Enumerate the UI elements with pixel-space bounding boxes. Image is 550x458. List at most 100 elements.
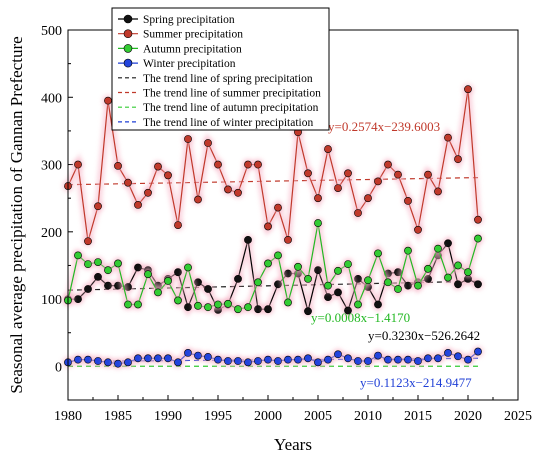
trend-equation-label: y=0.3230x−526.2642 [368,328,480,343]
tick-layer: 1980 1985 1990 1995 2000 2005 2010 2015 2020 2025… [41,24,532,424]
y-tick-label: 300 [41,159,62,174]
legend-label: Winter precipitation [143,58,236,70]
data-point [314,194,322,203]
x-tick-label: 1995 [204,409,232,424]
data-point [284,355,292,364]
data-point [364,194,372,203]
data-point [254,160,262,169]
data-point [444,273,452,282]
data-point [374,351,382,360]
data-point [254,278,262,287]
data-point [114,161,122,170]
data-point [474,347,482,356]
data-point [474,280,482,289]
data-point [264,305,272,314]
legend-label: The trend line of spring precipitation [143,73,313,85]
data-point [244,303,252,312]
legend-marker [123,44,133,53]
data-point [164,354,172,363]
data-point [434,354,442,363]
data-point [214,300,222,309]
data-point [364,357,372,365]
data-point [174,358,182,367]
data-point [374,300,382,309]
data-point [314,358,322,367]
data-point [404,246,412,255]
data-point [404,355,412,364]
data-point [224,185,232,194]
trend-equation-label: y=0.1123x−214.9477 [360,375,472,390]
trend-equation-label: y=0.2574x−239.6003 [328,119,440,134]
legend-label: Spring precipitation [143,14,235,26]
data-point [94,272,102,281]
legend-box [111,7,330,131]
data-point [234,275,242,283]
data-point [204,303,212,312]
data-point [94,357,102,365]
data-point [334,184,342,192]
data-point [104,358,112,367]
x-tick-label: 1985 [104,409,132,424]
data-point [324,355,332,364]
legend-entry: The trend line of autumn precipitation [118,102,319,114]
data-point [474,215,482,224]
data-point [104,266,112,275]
data-point [384,355,392,364]
data-point [234,357,242,365]
x-tick-label: 2025 [504,409,532,424]
data-point [204,353,212,361]
data-point [464,268,472,277]
legend-entry: Spring precipitation [118,14,235,26]
data-point [104,281,112,290]
y-tick-label: 400 [41,91,62,106]
data-point [444,239,452,248]
data-point [234,305,242,314]
data-point [454,155,462,164]
data-point [444,349,452,357]
data-point [284,235,292,244]
series-layer [62,83,484,370]
legend-entry: The trend line of spring precipitation [118,73,313,85]
data-point [134,300,142,309]
x-tick-label: 1990 [154,409,182,424]
data-point [274,203,282,212]
data-point [84,260,92,269]
data-point [204,139,212,147]
data-point [244,358,252,367]
data-point [274,357,282,365]
data-point [324,281,332,290]
data-point [74,160,82,169]
data-point [424,264,432,273]
data-point [144,270,152,279]
data-point [434,187,442,196]
x-tick-label: 2000 [254,409,282,424]
data-point [174,221,182,229]
legend-marker [123,58,133,68]
legend-entry: Summer precipitation [118,29,243,41]
data-point [144,354,152,363]
data-point [344,306,352,315]
data-point [344,354,352,363]
data-point [124,178,132,187]
data-point [404,196,412,205]
data-point [174,268,182,277]
data-point [84,285,92,293]
data-point [134,201,142,209]
legend-entry: The trend line of summer precipitation [118,88,321,100]
data-point [444,133,452,142]
data-point [304,354,312,363]
legend-label: The trend line of autumn precipitation [143,102,319,114]
legend-entry: Winter precipitation [118,58,236,70]
data-point [414,225,422,234]
y-axis-title: Seasonal average precipitation of Gannan… [7,36,26,393]
data-point [394,170,402,179]
data-point [464,85,472,94]
data-point [314,266,322,275]
legend-label: The trend line of winter precipitation [143,117,313,129]
data-point [294,355,302,364]
y-tick-label: 200 [41,226,62,241]
data-point [144,188,152,197]
data-point [84,237,92,246]
data-point [274,251,282,260]
data-point [154,288,162,297]
